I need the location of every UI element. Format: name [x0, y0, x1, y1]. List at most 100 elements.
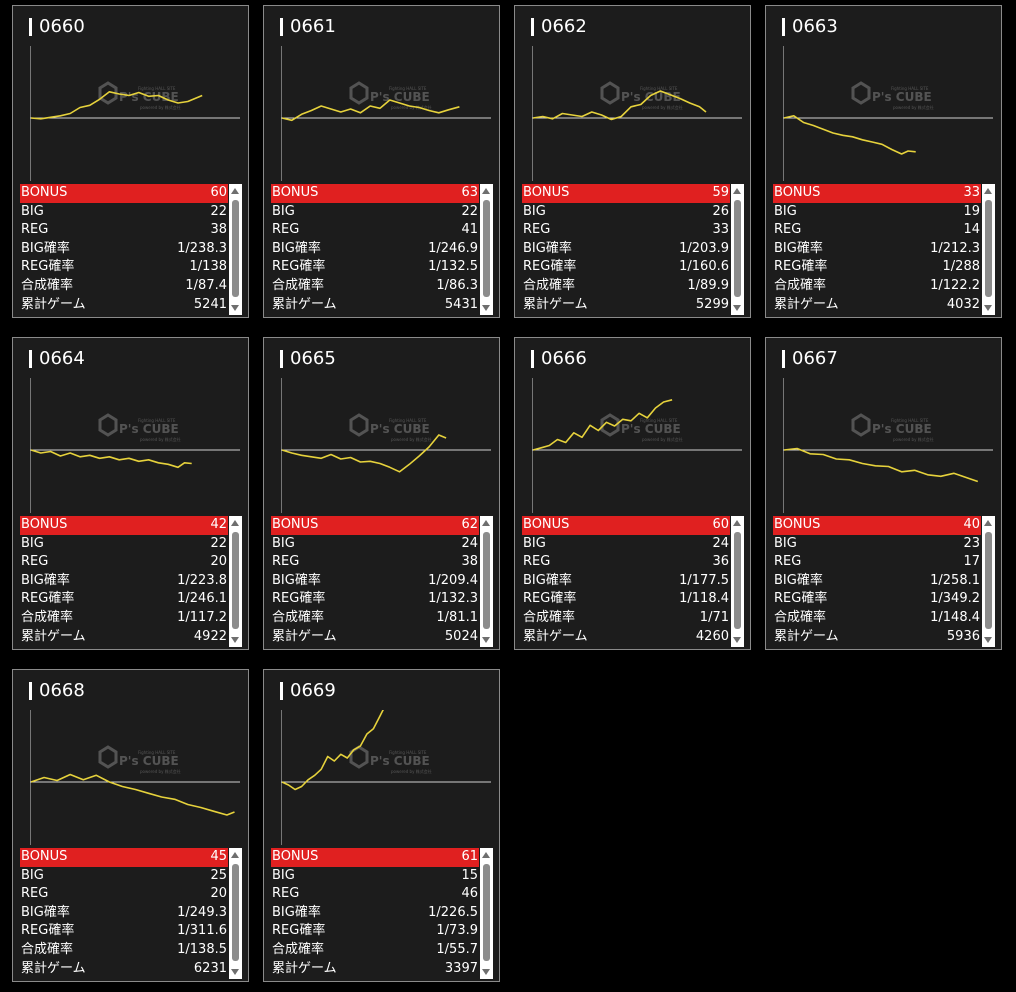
title-accent-bar — [280, 18, 283, 36]
total-games-row: 累計ゲーム 5241 — [20, 296, 228, 315]
scroll-up-arrow-icon[interactable] — [733, 188, 741, 194]
stats-scrollbar[interactable] — [229, 848, 242, 979]
bonus-label: BONUS — [21, 517, 68, 532]
combined-prob-row: 合成確率 1/122.2 — [773, 277, 981, 296]
scroll-down-arrow-icon[interactable] — [733, 637, 741, 643]
scroll-up-arrow-icon[interactable] — [231, 188, 239, 194]
bonus-label: BONUS — [272, 517, 319, 532]
big-prob-label: BIG確率 — [272, 572, 321, 588]
scroll-down-arrow-icon[interactable] — [231, 305, 239, 311]
slump-line — [783, 115, 916, 155]
pscube-watermark-logo: Fighting HALL SITE P's CUBE powered by 株… — [349, 745, 432, 774]
stats-scrollbar[interactable] — [731, 516, 744, 647]
total-games-label: 累計ゲーム — [21, 960, 86, 976]
bonus-row: BONUS 62 — [271, 516, 479, 535]
slump-graph: Fighting HALL SITE P's CUBE powered by 株… — [281, 46, 495, 181]
slump-graph-svg: Fighting HALL SITE P's CUBE powered by 株… — [281, 378, 491, 513]
scroll-down-arrow-icon[interactable] — [482, 637, 490, 643]
scrollbar-thumb[interactable] — [734, 532, 741, 629]
scroll-up-arrow-icon[interactable] — [733, 520, 741, 526]
scroll-down-arrow-icon[interactable] — [482, 305, 490, 311]
reg-prob-label: REG確率 — [774, 259, 828, 275]
stats-scrollbar[interactable] — [229, 184, 242, 315]
reg-row: REG 38 — [271, 553, 479, 572]
scroll-down-arrow-icon[interactable] — [733, 305, 741, 311]
slump-graph: Fighting HALL SITE P's CUBE powered by 株… — [30, 710, 244, 845]
reg-label: REG — [272, 554, 300, 570]
total-games-label: 累計ゲーム — [21, 296, 86, 312]
reg-prob-value: 1/246.1 — [177, 591, 227, 607]
scrollbar-thumb[interactable] — [734, 200, 741, 297]
machine-card-0666[interactable]: 0666 Fighting HALL SITE P's CUBE powered… — [514, 337, 751, 650]
scroll-up-arrow-icon[interactable] — [984, 520, 992, 526]
combined-prob-value: 1/55.7 — [436, 941, 478, 957]
stats-scrollbar[interactable] — [731, 184, 744, 315]
scroll-up-arrow-icon[interactable] — [482, 852, 490, 858]
big-prob-label: BIG確率 — [774, 240, 823, 256]
reg-row: REG 14 — [773, 221, 981, 240]
machine-card-0667[interactable]: 0667 Fighting HALL SITE P's CUBE powered… — [765, 337, 1002, 650]
reg-prob-row: REG確率 1/311.6 — [20, 922, 228, 941]
scrollbar-thumb[interactable] — [232, 864, 239, 961]
title-accent-bar — [29, 350, 32, 368]
stats-scrollbar[interactable] — [982, 516, 995, 647]
watermark-brand: P's CUBE — [370, 422, 430, 436]
machine-card-0669[interactable]: 0669 Fighting HALL SITE P's CUBE powered… — [263, 669, 500, 982]
watermark-tagline: Fighting HALL SITE — [389, 750, 427, 755]
stats-scrollbar[interactable] — [480, 184, 493, 315]
machine-card-0664[interactable]: 0664 Fighting HALL SITE P's CUBE powered… — [12, 337, 249, 650]
machine-card-0668[interactable]: 0668 Fighting HALL SITE P's CUBE powered… — [12, 669, 249, 982]
pscube-watermark-logo: Fighting HALL SITE P's CUBE powered by 株… — [600, 81, 683, 110]
total-games-row: 累計ゲーム 5024 — [271, 628, 479, 647]
stats-scrollbar[interactable] — [480, 848, 493, 979]
stats-scrollbar[interactable] — [480, 516, 493, 647]
reg-count: 41 — [461, 222, 478, 238]
big-count: 19 — [963, 203, 980, 219]
bonus-label: BONUS — [272, 849, 319, 864]
title-accent-bar — [29, 682, 32, 700]
scrollbar-thumb[interactable] — [483, 200, 490, 297]
combined-prob-row: 合成確率 1/81.1 — [271, 609, 479, 628]
scroll-down-arrow-icon[interactable] — [231, 637, 239, 643]
scrollbar-thumb[interactable] — [483, 532, 490, 629]
stats-scrollbar[interactable] — [982, 184, 995, 315]
scroll-up-arrow-icon[interactable] — [482, 188, 490, 194]
machine-card-0662[interactable]: 0662 Fighting HALL SITE P's CUBE powered… — [514, 5, 751, 318]
stats-scrollbar[interactable] — [229, 516, 242, 647]
reg-prob-value: 1/288 — [942, 259, 980, 275]
reg-label: REG — [21, 554, 49, 570]
scroll-down-arrow-icon[interactable] — [984, 637, 992, 643]
machine-number: 0668 — [39, 680, 85, 701]
machine-card-0661[interactable]: 0661 Fighting HALL SITE P's CUBE powered… — [263, 5, 500, 318]
big-count: 24 — [461, 535, 478, 551]
total-games-value: 5936 — [946, 628, 980, 644]
pscube-watermark-logo: Fighting HALL SITE P's CUBE powered by 株… — [98, 745, 181, 774]
watermark-sub: powered by 株式会社 — [642, 436, 683, 442]
scrollbar-thumb[interactable] — [232, 200, 239, 297]
scroll-up-arrow-icon[interactable] — [984, 188, 992, 194]
watermark-brand: P's CUBE — [621, 90, 681, 104]
big-count: 23 — [963, 535, 980, 551]
scrollbar-thumb[interactable] — [985, 200, 992, 297]
scroll-up-arrow-icon[interactable] — [482, 520, 490, 526]
bonus-count: 62 — [461, 517, 478, 532]
scrollbar-thumb[interactable] — [985, 532, 992, 629]
scroll-down-arrow-icon[interactable] — [984, 305, 992, 311]
machine-card-0665[interactable]: 0665 Fighting HALL SITE P's CUBE powered… — [263, 337, 500, 650]
scroll-up-arrow-icon[interactable] — [231, 520, 239, 526]
scroll-down-arrow-icon[interactable] — [231, 969, 239, 975]
reg-prob-value: 1/132.3 — [428, 591, 478, 607]
machine-card-0663[interactable]: 0663 Fighting HALL SITE P's CUBE powered… — [765, 5, 1002, 318]
scrollbar-thumb[interactable] — [232, 532, 239, 629]
big-label: BIG — [21, 535, 44, 551]
reg-prob-row: REG確率 1/132.5 — [271, 258, 479, 277]
machine-card-0660[interactable]: 0660 Fighting HALL SITE P's CUBE powered… — [12, 5, 249, 318]
scroll-down-arrow-icon[interactable] — [482, 969, 490, 975]
scrollbar-thumb[interactable] — [483, 864, 490, 961]
big-row: BIG 26 — [522, 203, 730, 222]
total-games-row: 累計ゲーム 4260 — [522, 628, 730, 647]
scroll-up-arrow-icon[interactable] — [231, 852, 239, 858]
reg-row: REG 38 — [20, 221, 228, 240]
reg-count: 33 — [712, 222, 729, 238]
big-row: BIG 22 — [20, 535, 228, 554]
